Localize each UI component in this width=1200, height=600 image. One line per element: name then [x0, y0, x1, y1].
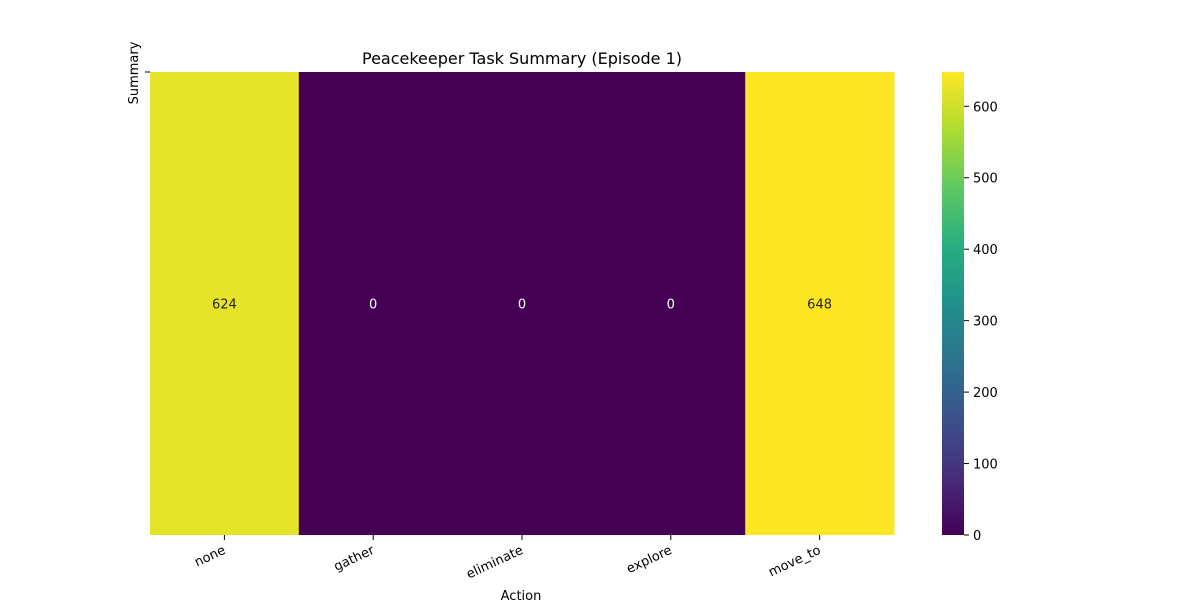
heatmap-cells: [150, 72, 895, 535]
colorbar-tick-label: 300: [973, 315, 998, 330]
x-axis-label: Action: [501, 589, 542, 600]
cell-value-label: 624: [212, 298, 237, 313]
heatmap-cell: [596, 72, 746, 535]
colorbar-tick-label: 100: [973, 458, 998, 473]
heatmap-cell: [150, 72, 300, 535]
colorbar-tick-label: 500: [973, 172, 998, 187]
heatmap-cell: [298, 72, 449, 535]
x-axis-ticks: none gather eliminate explore move_to: [192, 535, 823, 582]
cell-value-label: 0: [518, 298, 526, 313]
x-tick-label: gather: [332, 543, 378, 575]
colorbar-ticks: 0 100 200 300 400 500 600: [964, 100, 998, 544]
x-tick-label: explore: [624, 543, 674, 577]
x-tick-label: none: [192, 543, 228, 570]
y-axis-label: Summary: [127, 41, 142, 104]
heatmap-cell: [745, 72, 895, 535]
heatmap-cell: [447, 72, 597, 535]
x-tick-label: move_to: [766, 543, 823, 580]
colorbar-tick-label: 0: [973, 529, 981, 544]
cell-value-label: 0: [667, 298, 675, 313]
colorbar-tick-label: 600: [973, 100, 998, 115]
chart-title: Peacekeeper Task Summary (Episode 1): [362, 49, 682, 68]
cell-value-label: 0: [369, 298, 377, 313]
cell-value-label: 648: [807, 298, 832, 313]
heatmap-cell-labels: 624 0 0 0 648: [212, 298, 832, 313]
x-tick-label: eliminate: [464, 543, 525, 582]
colorbar-tick-label: 200: [973, 386, 998, 401]
colorbar: [942, 72, 964, 535]
colorbar-tick-label: 400: [973, 243, 998, 258]
